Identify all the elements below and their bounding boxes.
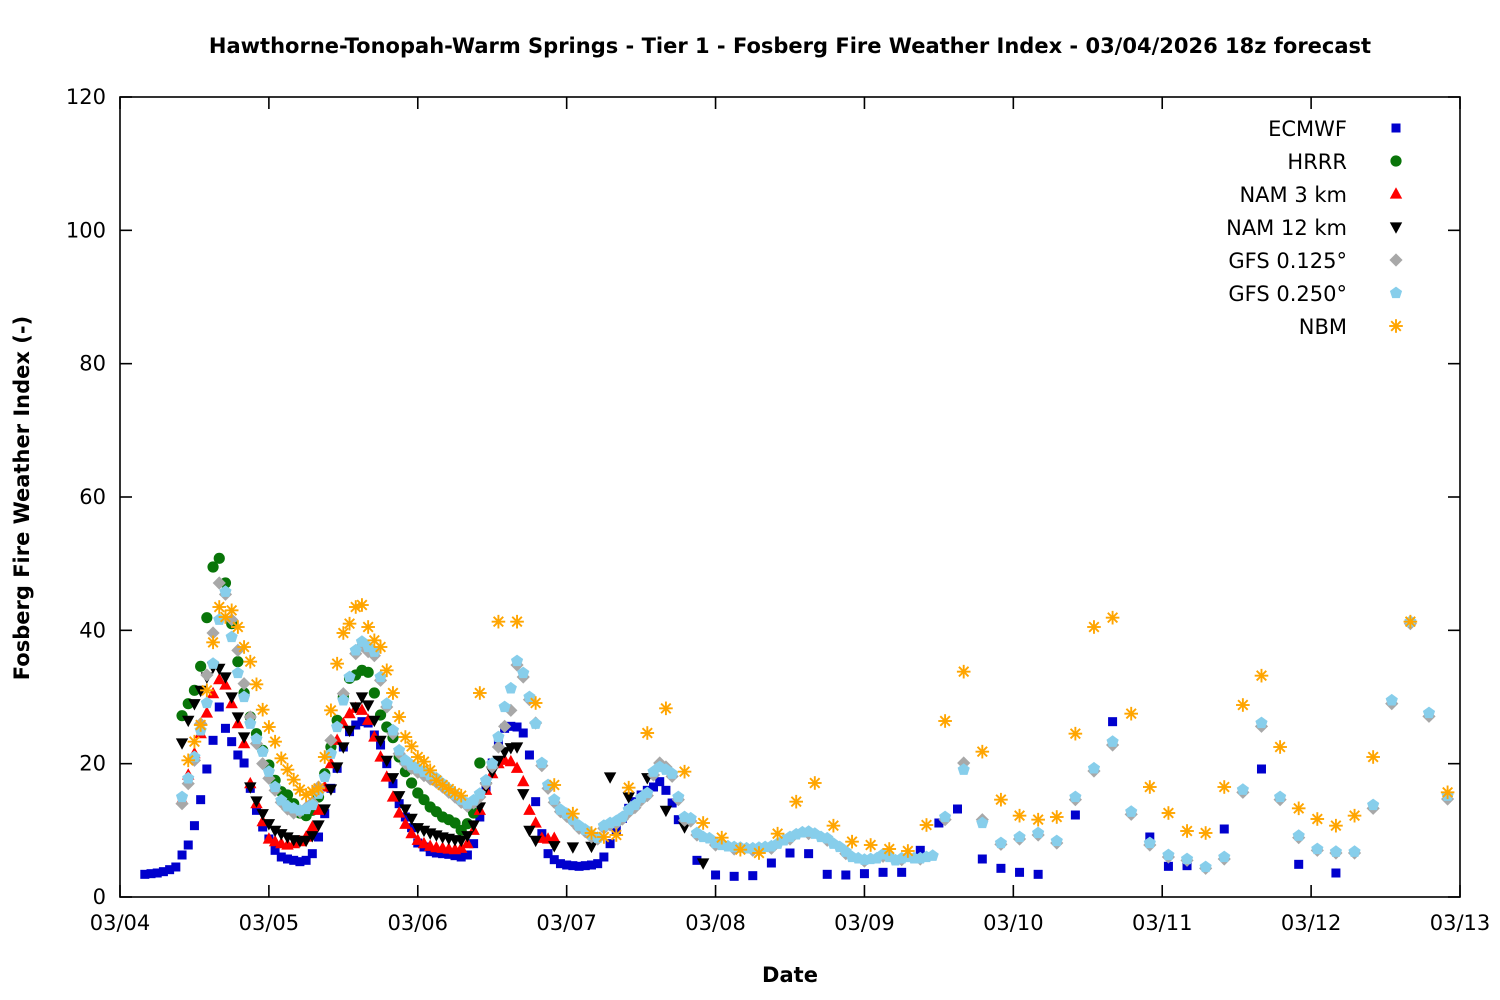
series-nam-12-km [175,662,710,870]
legend-label-hrrr: HRRR [1287,150,1347,174]
legend-marker-circle-icon [1390,155,1402,167]
x-axis-label: Date [762,963,818,987]
legend-marker-pentagon-icon [1389,286,1403,299]
x-tick-label: 03/11 [1132,911,1193,935]
x-tick-label: 03/07 [536,911,597,935]
legend-marker-square-icon [1391,123,1401,133]
legend: ECMWF HRRR NAM 3 km NAM 12 km GFS 0.125° GFS … [1226,117,1403,339]
x-tick-label: 03/13 [1430,911,1491,935]
legend-marker-asterisk-icon [1389,319,1403,333]
y-tick-label: 0 [93,885,106,909]
legend-label-gfs-0-250-: GFS 0.250° [1228,282,1347,306]
legend-label-gfs-0-125-: GFS 0.125° [1228,249,1347,273]
legend-marker-diamond-icon [1389,253,1403,267]
y-tick-label: 60 [79,485,106,509]
series-nam-3-km [175,672,561,855]
y-tick-label: 100 [66,218,106,242]
series-nbm [181,598,1455,860]
legend-marker-triangle-up-icon [1389,187,1403,199]
x-tick-label: 03/05 [239,911,300,935]
x-tick-label: 03/04 [90,911,151,935]
x-tick-label: 03/12 [1281,911,1342,935]
x-axis-ticks: 03/04 03/05 03/06 03/07 03/08 03/09 03/10 03/11… [90,97,1491,935]
legend-label-nam-12-km: NAM 12 km [1226,216,1347,240]
x-tick-label: 03/08 [685,911,746,935]
y-tick-label: 120 [66,85,106,109]
y-tick-label: 40 [79,618,106,642]
legend-label-nam-3-km: NAM 3 km [1239,183,1347,207]
x-tick-label: 03/06 [388,911,449,935]
y-tick-label: 20 [79,752,106,776]
x-tick-label: 03/09 [834,911,895,935]
legend-label-ecmwf: ECMWF [1268,117,1347,141]
chart-title: Hawthorne-Tonopah-Warm Springs - Tier 1 … [208,34,1372,58]
x-tick-label: 03/10 [983,911,1044,935]
y-tick-label: 80 [79,352,106,376]
legend-label-nbm: NBM [1299,315,1347,339]
legend-marker-triangle-down-icon [1389,222,1403,234]
y-axis-ticks: 0 20 40 60 80 100 120 [66,85,1460,909]
